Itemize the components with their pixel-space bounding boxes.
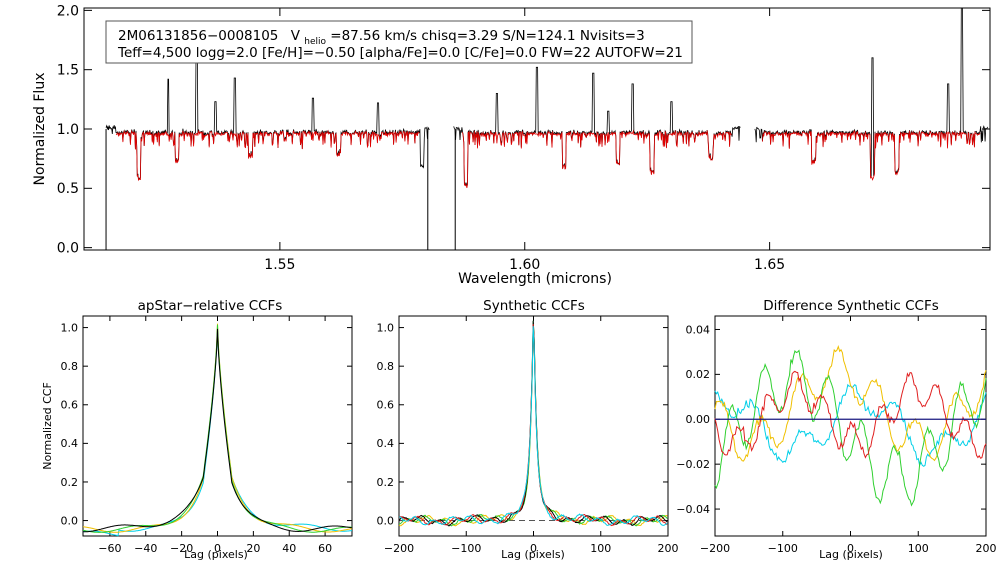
x-tick-label: −100 <box>768 542 798 555</box>
x-tick-label: 100 <box>908 542 929 555</box>
x-tick-label: 1.55 <box>264 257 295 273</box>
diff-ccf-xlabel: Lag (pixels) <box>819 548 883 561</box>
y-tick-label: 0.0 <box>377 514 395 527</box>
difference-ccf-line <box>714 370 987 459</box>
star-id: 2M06131856−0008105 <box>118 28 278 44</box>
y-tick-label: −0.04 <box>676 503 710 516</box>
apstar-ccf-axes-frame <box>82 315 353 537</box>
synthetic-ccf-line <box>398 326 668 527</box>
diff-ccf-ticks: −200 −100 0 100 200 −0.04 −0.02 0.00 0.02 0.04 <box>676 316 997 555</box>
spectrum-xlabel: Wavelength (microns) <box>458 271 612 287</box>
model-spectrum-segment <box>762 130 981 181</box>
y-tick-label: 0.4 <box>61 437 79 450</box>
y-tick-label: 1.0 <box>377 321 395 334</box>
apstar-ccf-line <box>83 328 353 533</box>
x-tick-label: −20 <box>170 542 193 555</box>
y-tick-label: 0.6 <box>377 399 395 412</box>
observed-spectrum-segment <box>453 66 741 187</box>
apstar-ccf-title: apStar−relative CCFs <box>138 298 283 314</box>
spectrum-annotation: 2M06131856−0008105 V helio =87.56 km/s c… <box>105 20 693 64</box>
y-tick-label: 0.8 <box>61 360 79 373</box>
y-tick-label: 0.2 <box>61 476 79 489</box>
x-tick-label: −40 <box>134 542 157 555</box>
y-tick-label: 0.2 <box>377 476 395 489</box>
x-tick-label: −200 <box>700 542 730 555</box>
apstar-ccf-xlabel: Lag (pixels) <box>184 548 248 561</box>
y-tick-label: 0.00 <box>686 413 711 426</box>
apstar-ccf-series <box>82 323 353 537</box>
x-tick-label: 200 <box>658 542 679 555</box>
y-tick-label: 0.02 <box>686 368 711 381</box>
y-tick-label: −0.02 <box>676 458 710 471</box>
y-tick-label: 0.6 <box>61 399 79 412</box>
x-tick-label: 200 <box>976 542 997 555</box>
x-tick-label: 1.65 <box>754 257 785 273</box>
spectrum-model <box>115 129 981 188</box>
apstar-ccf-panel: apStar−relative CCFs −60 −40 −20 0 20 40 60 0.0… <box>41 298 353 561</box>
y-tick-label: 2.0 <box>57 3 79 19</box>
x-tick-label: 0 <box>214 542 221 555</box>
apstar-ccf-ylabel: Normalized CCF <box>41 382 54 470</box>
x-tick-label: −60 <box>98 542 121 555</box>
x-tick-label: 1.60 <box>509 257 540 273</box>
x-tick-label: 0 <box>847 542 854 555</box>
y-tick-label: 1.5 <box>57 63 79 79</box>
y-tick-label: 0.0 <box>61 514 79 527</box>
model-spectrum-segment <box>462 129 732 188</box>
annotation-line-1-rest: =87.56 km/s chisq=3.29 S/N=124.1 Nvisits… <box>330 28 644 44</box>
y-tick-label: 0.5 <box>57 181 79 197</box>
y-tick-label: 0.4 <box>377 437 395 450</box>
apstar-ccf-line <box>82 324 353 533</box>
synthetic-ccf-line <box>399 326 668 526</box>
y-tick-label: 1.0 <box>61 321 79 334</box>
y-tick-label: 0.0 <box>57 241 79 257</box>
synthetic-ccf-line <box>398 324 668 527</box>
observed-spectrum-segment <box>105 45 430 181</box>
annotation-line-2: Teff=4,500 logg=2.0 [Fe/H]=−0.50 [alpha/… <box>117 45 683 61</box>
spectrum-ylabel: Normalized Flux <box>32 73 48 186</box>
vhelio-subscript: helio <box>304 37 326 47</box>
x-tick-label: 60 <box>318 542 332 555</box>
x-tick-label: 100 <box>590 542 611 555</box>
x-tick-label: 0 <box>530 542 537 555</box>
vhelio-v: V <box>291 28 301 44</box>
synthetic-ccf-ticks: −200 −100 0 100 200 0.0 0.2 0.4 0.6 0.8 1.0 <box>377 316 679 555</box>
model-spectrum-segment <box>115 129 420 182</box>
observed-spectrum-segment <box>754 7 988 178</box>
diff-ccf-panel: Difference Synthetic CCFs −200 −100 0 100 20… <box>676 298 996 561</box>
y-tick-label: 1.0 <box>57 122 79 138</box>
difference-ccf-line <box>714 345 987 462</box>
apstar-ccf-line <box>82 323 353 533</box>
synthetic-ccf-panel: Synthetic CCFs −200 −100 0 100 200 0.0 0.2 0.4 0… <box>377 298 679 561</box>
x-tick-label: −200 <box>384 542 414 555</box>
x-tick-label: 40 <box>282 542 296 555</box>
difference-ccf-line <box>714 349 987 507</box>
synthetic-ccf-title: Synthetic CCFs <box>483 298 585 314</box>
apstar-ccf-line <box>82 327 353 537</box>
y-tick-label: 0.8 <box>377 360 395 373</box>
synthetic-ccf-xlabel: Lag (pixels) <box>501 548 565 561</box>
diff-ccf-title: Difference Synthetic CCFs <box>763 298 939 314</box>
synthetic-ccf-axes-frame <box>398 315 669 537</box>
annotation-line-1: 2M06131856−0008105 V helio =87.56 km/s c… <box>118 28 645 48</box>
y-tick-label: 0.04 <box>686 323 711 336</box>
apstar-ccf-ticks: −60 −40 −20 0 20 40 60 0.0 0.2 0.4 0.6 0.8 1.0 <box>61 316 352 555</box>
spectrum-ticks: 1.55 1.60 1.65 0.0 0.5 1.0 1.5 2.0 <box>57 3 990 273</box>
synthetic-ccf-series <box>398 320 668 527</box>
annotation-box <box>105 20 693 64</box>
spectrum-panel: 1.55 1.60 1.65 0.0 0.5 1.0 1.5 2.0 2M06131856−0… <box>32 3 991 287</box>
diff-ccf-series <box>714 345 987 507</box>
x-tick-label: 20 <box>246 542 260 555</box>
x-tick-label: −100 <box>451 542 481 555</box>
